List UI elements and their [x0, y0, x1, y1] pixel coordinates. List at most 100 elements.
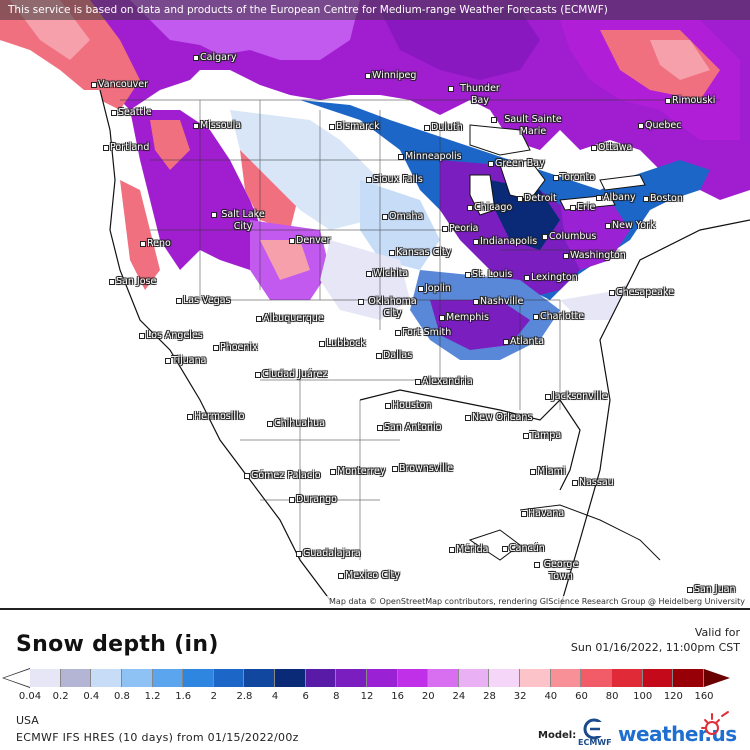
city-san-antonio: San Antonio [376, 422, 442, 433]
colorbar-tick-label: 12 [360, 691, 374, 702]
colorbar-tick-label: 0.04 [18, 691, 42, 702]
city-quebec: Quebec [637, 120, 682, 131]
colorbar-swatch [275, 669, 306, 687]
colorbar-tick-label: 16 [391, 691, 404, 702]
city-boston: Boston [643, 193, 683, 204]
colorbar-swatch [121, 669, 153, 687]
city-calgary: Calgary [192, 52, 237, 63]
colorbar-swatch [213, 669, 245, 687]
city-omaha: Omaha [381, 211, 424, 222]
city-ciudad-juarez: Ciudad Juárez [254, 369, 328, 380]
colorbar-tick-label: 2.8 [236, 691, 253, 702]
city-charlotte: Charlotte [532, 311, 585, 322]
city-las-vegas: Las Vegas [176, 295, 231, 306]
ecmwf-logo-icon [583, 718, 606, 740]
city-new-york: New York [605, 220, 656, 231]
map-attribution: Map data © OpenStreetMap contributors, r… [326, 596, 748, 608]
city-green-bay: Green Bay [488, 158, 545, 169]
city-winnipeg: Winnipeg [364, 70, 417, 81]
city-new-orleans: New Orleans [464, 412, 533, 423]
city-dallas: Dallas [375, 350, 413, 361]
colorbar-swatch [183, 669, 214, 687]
city-george-town: George Town [534, 559, 581, 583]
city-salt-lake-city: Salt Lake City [211, 209, 268, 233]
city-san-juan: San Juan [687, 584, 736, 595]
city-oklahoma-city: Oklahoma City [358, 296, 420, 320]
city-st-louis: St. Louis [464, 269, 513, 280]
city-alexandria: Alexandria [415, 376, 473, 387]
city-sault-sainte-marie: Sault Sainte Marie [491, 114, 568, 138]
city-seattle: Seattle [111, 107, 152, 118]
colorbar-tick-label: 100 [633, 691, 653, 702]
colorbar-swatch [30, 669, 61, 687]
colorbar-min-arrow [4, 669, 30, 687]
colorbar-swatch [60, 669, 92, 687]
colorbar-tick-label: 24 [452, 691, 466, 702]
city-columbus: Columbus [541, 231, 597, 242]
ecmwf-logo-text: ECMWF [578, 738, 612, 747]
colorbar-tick-label: 1.6 [175, 691, 192, 702]
colorbar-tick-label: 32 [513, 691, 527, 702]
city-gomez-palacio: Gómez Palacio [244, 470, 321, 481]
city-rimouski: Rimouski [664, 95, 716, 106]
city-reno: Reno [140, 238, 171, 249]
city-duluth: Duluth [424, 122, 463, 133]
colorbar-swatch [642, 669, 674, 687]
city-portland: Portland [102, 142, 150, 153]
colorbar-tick-label: 6 [302, 691, 309, 702]
city-houston: Houston [384, 400, 432, 411]
city-minneapolis: Minneapolis [398, 151, 462, 162]
city-phoenix: Phoenix [213, 342, 258, 353]
city-joplin: Joplin [418, 283, 451, 294]
colorbar-tick-label: 2 [210, 691, 217, 702]
city-vancouver: Vancouver [90, 79, 149, 90]
city-bismarck: Bismarck [329, 121, 380, 132]
city-sioux-falls: Sioux Falls [366, 174, 423, 185]
city-denver: Denver [289, 235, 331, 246]
city-cancun: Cancún [502, 543, 545, 554]
city-washington: Washington [563, 250, 626, 261]
colorbar-swatch [244, 669, 275, 687]
city-havana: Havana [520, 508, 565, 519]
legend-title: Snow depth (in) [16, 632, 219, 657]
colorbar-swatch [428, 669, 459, 687]
city-ottawa: Ottawa [590, 142, 633, 153]
colorbar-swatch [673, 669, 704, 687]
colorbar [30, 669, 704, 687]
colorbar-ticks: 0.04 0.2 0.4 0.8 1.2 1.6 2 2.8 4 6 8 12 16 20 24 28 32 40… [19, 691, 730, 705]
city-tijuana: Tijuana [164, 355, 207, 366]
city-thunder-bay: Thunder Bay [448, 83, 505, 107]
city-albuquerque: Albuquerque [256, 313, 324, 324]
city-kansas-city: Kansas City [388, 247, 452, 258]
colorbar-tick-label: 1.2 [144, 691, 161, 702]
valid-for-label: Valid for [694, 626, 740, 639]
colorbar-tick-label: 0.4 [83, 691, 100, 702]
city-mexico-city: Mexico City [338, 570, 400, 581]
city-lexington: Lexington [524, 272, 578, 283]
colorbar-tick-label: 160 [694, 691, 714, 702]
legend-panel: Snow depth (in) Valid for Sun 01/16/2022… [0, 608, 750, 750]
colorbar-tick-label: 60 [575, 691, 588, 702]
colorbar-tick-label: 4 [271, 691, 279, 702]
city-indianapolis: Indianapolis [472, 236, 538, 247]
city-memphis: Memphis [439, 312, 489, 323]
model-label: Model: [538, 730, 577, 741]
city-albany: Albany [596, 192, 636, 203]
city-los-angeles: Los Angeles [139, 330, 203, 341]
colorbar-swatch [366, 669, 398, 687]
colorbar-swatch [550, 669, 582, 687]
city-detroit: Detroit [517, 193, 557, 204]
city-nashville: Nashville [472, 296, 524, 307]
colorbar-tick-label: 120 [663, 691, 683, 702]
colorbar-tick-label: 0.8 [113, 691, 130, 702]
city-durango: Durango [289, 494, 337, 505]
city-missoula: Missoula [192, 120, 242, 131]
colorbar-tick-label: 20 [421, 691, 435, 702]
colorbar-tick-label: 40 [544, 691, 558, 702]
colorbar-swatch [520, 669, 551, 687]
city-toronto: Toronto [552, 172, 596, 183]
city-erie: Erie [569, 202, 596, 213]
colorbar-swatch [611, 669, 643, 687]
colorbar-swatch [336, 669, 367, 687]
data-source-banner: This service is based on data and produc… [0, 0, 750, 20]
